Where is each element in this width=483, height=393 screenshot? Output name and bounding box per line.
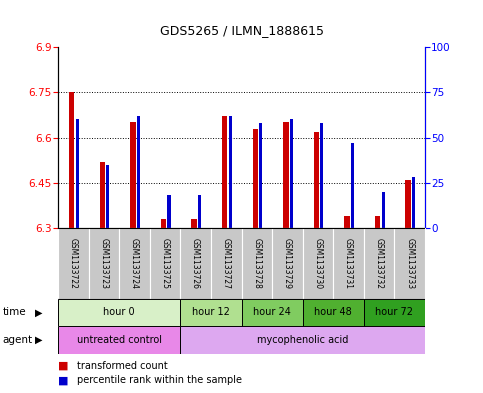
Text: transformed count: transformed count xyxy=(77,361,168,371)
Bar xyxy=(99,162,105,228)
Text: GSM1133726: GSM1133726 xyxy=(191,238,200,289)
Bar xyxy=(333,228,364,299)
Bar xyxy=(242,228,272,299)
Bar xyxy=(58,228,88,299)
Text: GSM1133729: GSM1133729 xyxy=(283,238,292,289)
Text: GSM1133722: GSM1133722 xyxy=(69,238,78,289)
Bar xyxy=(320,123,324,228)
Bar xyxy=(344,216,350,228)
Bar xyxy=(283,123,289,228)
Bar xyxy=(405,180,411,228)
Text: hour 12: hour 12 xyxy=(192,307,230,318)
Text: hour 72: hour 72 xyxy=(375,307,413,318)
Bar xyxy=(191,219,197,228)
Bar xyxy=(130,123,136,228)
Text: untreated control: untreated control xyxy=(77,335,162,345)
Bar xyxy=(168,195,170,228)
Bar xyxy=(198,195,201,228)
Text: ▶: ▶ xyxy=(35,335,43,345)
Bar xyxy=(303,228,333,299)
Bar xyxy=(88,228,119,299)
Bar xyxy=(58,299,180,326)
Text: GSM1133724: GSM1133724 xyxy=(130,238,139,289)
Bar xyxy=(272,228,303,299)
Bar xyxy=(137,116,140,228)
Bar xyxy=(364,299,425,326)
Text: hour 48: hour 48 xyxy=(314,307,352,318)
Bar xyxy=(242,299,303,326)
Text: GSM1133725: GSM1133725 xyxy=(160,238,170,289)
Bar xyxy=(290,119,293,228)
Bar xyxy=(253,129,258,228)
Bar xyxy=(58,326,180,354)
Text: agent: agent xyxy=(2,335,32,345)
Bar xyxy=(412,177,415,228)
Bar xyxy=(375,216,381,228)
Text: time: time xyxy=(2,307,26,318)
Bar xyxy=(76,119,79,228)
Bar xyxy=(211,228,242,299)
Bar xyxy=(259,123,262,228)
Bar xyxy=(395,228,425,299)
Text: GSM1133728: GSM1133728 xyxy=(252,238,261,289)
Text: hour 0: hour 0 xyxy=(103,307,135,318)
Text: GSM1133727: GSM1133727 xyxy=(222,238,231,289)
Bar xyxy=(303,299,364,326)
Bar xyxy=(351,143,354,228)
Bar xyxy=(150,228,180,299)
Text: percentile rank within the sample: percentile rank within the sample xyxy=(77,375,242,385)
Text: ▶: ▶ xyxy=(35,307,43,318)
Text: GSM1133731: GSM1133731 xyxy=(344,238,353,289)
Bar xyxy=(313,132,319,228)
Text: GDS5265 / ILMN_1888615: GDS5265 / ILMN_1888615 xyxy=(159,24,324,37)
Bar xyxy=(119,228,150,299)
Text: ■: ■ xyxy=(58,361,69,371)
Bar xyxy=(180,228,211,299)
Bar xyxy=(222,116,227,228)
Bar xyxy=(161,219,166,228)
Text: GSM1133723: GSM1133723 xyxy=(99,238,108,289)
Bar xyxy=(180,326,425,354)
Bar xyxy=(69,92,74,228)
Bar xyxy=(106,165,109,228)
Text: GSM1133730: GSM1133730 xyxy=(313,238,323,289)
Text: GSM1133733: GSM1133733 xyxy=(405,238,414,289)
Bar xyxy=(180,299,242,326)
Bar xyxy=(228,116,232,228)
Bar xyxy=(364,228,395,299)
Text: GSM1133732: GSM1133732 xyxy=(375,238,384,289)
Text: hour 24: hour 24 xyxy=(253,307,291,318)
Text: ■: ■ xyxy=(58,375,69,385)
Bar xyxy=(382,192,384,228)
Text: mycophenolic acid: mycophenolic acid xyxy=(257,335,348,345)
